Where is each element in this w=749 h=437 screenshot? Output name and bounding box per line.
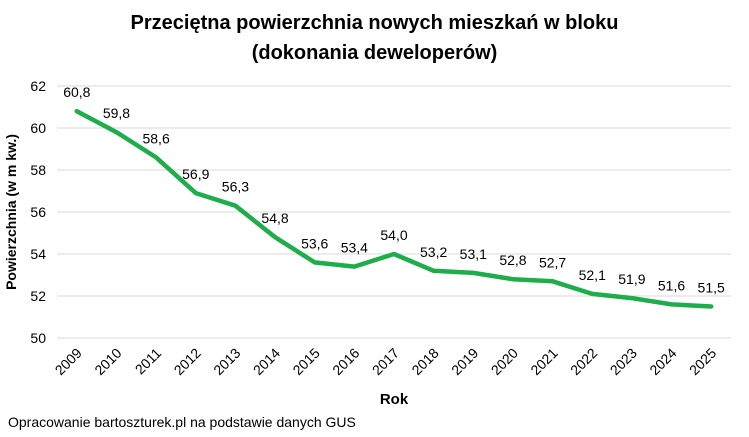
x-tick-label: 2015 xyxy=(289,345,322,378)
x-tick-label: 2020 xyxy=(488,345,521,378)
chart-title-line2: (dokonania deweloperów) xyxy=(251,42,498,64)
x-tick-label: 2019 xyxy=(448,345,481,378)
y-tick-label: 60 xyxy=(30,120,46,136)
y-tick-label: 56 xyxy=(30,204,46,220)
y-tick-label: 62 xyxy=(30,78,46,94)
data-label: 58,6 xyxy=(142,130,169,146)
y-tick-label: 52 xyxy=(30,288,46,304)
data-label: 53,2 xyxy=(420,244,447,260)
data-label: 56,9 xyxy=(182,166,209,182)
y-tick-label: 50 xyxy=(30,330,46,346)
y-tick-label: 54 xyxy=(30,246,46,262)
x-tick-label: 2021 xyxy=(527,345,560,378)
x-tick-label: 2011 xyxy=(132,345,165,378)
x-tick-label: 2024 xyxy=(646,345,679,378)
data-label: 54,8 xyxy=(261,210,288,226)
data-label: 51,9 xyxy=(618,271,645,287)
x-axis-title: Rok xyxy=(380,391,409,408)
source-note: Opracowanie bartoszturek.pl na podstawie… xyxy=(8,414,356,430)
x-tick-label: 2013 xyxy=(210,345,243,378)
x-tick-label: 2017 xyxy=(369,345,402,378)
data-label: 56,3 xyxy=(222,179,249,195)
chart-series-group: 50 52 54 56 58 60 62 60,8 59,8 58,6 56,9 56,3 54,8 53… xyxy=(30,78,731,378)
x-tick-label: 2012 xyxy=(171,345,204,378)
data-label: 59,8 xyxy=(103,105,130,121)
x-tick-label: 2018 xyxy=(408,345,441,378)
x-tick-label: 2025 xyxy=(686,345,719,378)
chart-title: Przeciętna powierzchnia nowych mieszkań … xyxy=(0,8,749,68)
x-tick-label: 2010 xyxy=(91,345,124,378)
data-label: 52,8 xyxy=(499,252,526,268)
data-label: 54,0 xyxy=(380,227,407,243)
x-tick-label: 2022 xyxy=(567,345,600,378)
x-tick-label: 2014 xyxy=(250,345,283,378)
data-label: 51,6 xyxy=(658,277,685,293)
series-line xyxy=(74,108,714,309)
y-tick-label: 58 xyxy=(30,162,46,178)
x-tick-label: 2016 xyxy=(329,345,362,378)
data-label: 53,6 xyxy=(301,235,328,251)
chart-title-line1: Przeciętna powierzchnia nowych mieszkań … xyxy=(130,12,619,34)
data-label: 51,5 xyxy=(698,280,725,296)
data-label: 53,4 xyxy=(341,240,368,256)
y-axis-title: Powierzchnia (w m kw.) xyxy=(3,134,19,290)
data-label: 60,8 xyxy=(63,84,90,100)
data-label: 52,7 xyxy=(539,254,566,270)
data-label: 53,1 xyxy=(460,246,487,262)
x-tick-label: 2009 xyxy=(52,345,85,378)
data-label: 52,1 xyxy=(579,267,606,283)
x-tick-label: 2023 xyxy=(607,345,640,378)
